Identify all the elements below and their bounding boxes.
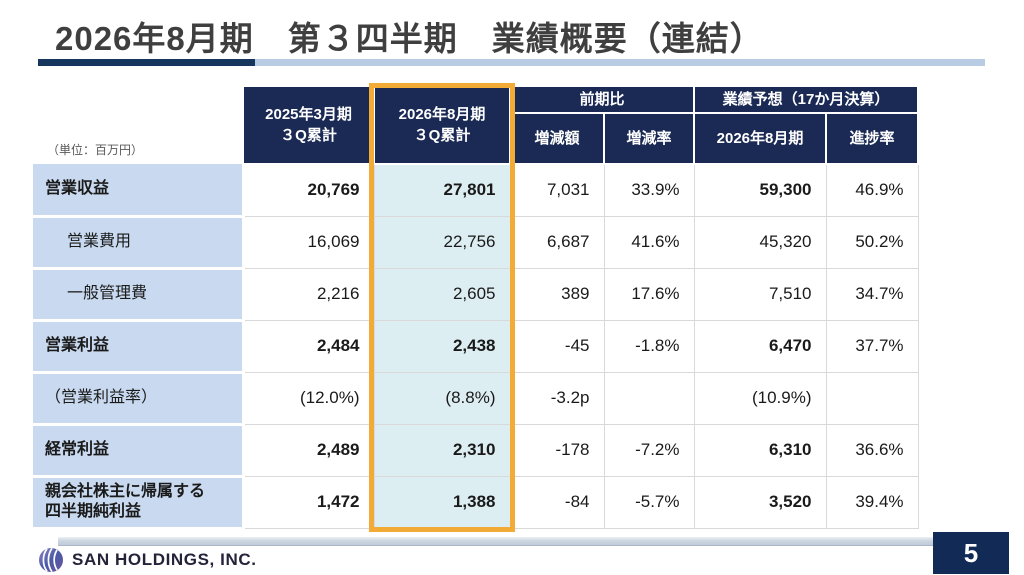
company-brand: SAN HOLDINGS, INC.: [38, 547, 257, 573]
value-cell: -3.2p: [510, 372, 605, 425]
table-row: 営業費用 16,069 22,756 6,687 41.6% 45,320 50.2%: [33, 216, 919, 270]
company-name: SAN HOLDINGS, INC.: [72, 550, 257, 569]
value-cell: 2,310: [374, 424, 511, 477]
value-cell: 6,310: [694, 424, 827, 477]
value-cell: 7,031: [510, 164, 605, 217]
table-row: 親会社株主に帰属する 四半期純利益 1,472 1,388 -84 -5.7% 3,520…: [33, 476, 919, 530]
table-row: 経常利益 2,489 2,310 -178 -7.2% 6,310 36.6%: [33, 424, 919, 478]
value-cell: 33.9%: [604, 164, 695, 217]
value-cell: 389: [510, 268, 605, 321]
value-cell: 17.6%: [604, 268, 695, 321]
value-cell: 2,216: [243, 268, 375, 321]
value-cell: 1,472: [243, 476, 375, 529]
value-cell: (12.0%): [243, 372, 375, 425]
col-header-progress-rate: 進捗率: [825, 112, 920, 165]
value-cell: 41.6%: [604, 216, 695, 269]
value-cell: 1,388: [374, 476, 511, 529]
value-cell: 22,756: [374, 216, 511, 269]
value-cell: 3,520: [694, 476, 827, 529]
col-header-yoy-rate: 増減率: [602, 112, 696, 165]
row-label: 営業利益: [33, 320, 245, 374]
value-cell: 37.7%: [826, 320, 919, 373]
value-cell: -178: [510, 424, 605, 477]
value-cell: (8.8%): [374, 372, 511, 425]
page-number: 5: [963, 537, 979, 568]
title-underline-light: [255, 59, 985, 66]
table-row: 営業利益 2,484 2,438 -45 -1.8% 6,470 37.7%: [33, 320, 919, 374]
value-cell: 34.7%: [826, 268, 919, 321]
value-cell: 6,687: [510, 216, 605, 269]
value-cell: 27,801: [374, 164, 511, 217]
col-header-forecast-group: 業績予想（17か月決算）: [693, 85, 920, 114]
value-cell: 45,320: [694, 216, 827, 269]
value-cell: 20,769: [243, 164, 375, 217]
row-label: 親会社株主に帰属する 四半期純利益: [33, 476, 245, 530]
value-cell: 46.9%: [826, 164, 919, 217]
col-header-forecast-period: 2026年8月期: [693, 112, 828, 165]
value-cell: [826, 372, 919, 425]
value-cell: 59,300: [694, 164, 827, 217]
value-cell: -1.8%: [604, 320, 695, 373]
value-cell: 2,438: [374, 320, 511, 373]
col-header-curr-period: 2026年8月期 ３Q累計: [373, 85, 511, 165]
value-cell: 2,484: [243, 320, 375, 373]
results-table: （単位：百万円） 2025年3月期 ３Q累計 2026年8月期 ３Q累計 前期比…: [33, 85, 920, 530]
row-label: 営業費用: [33, 216, 245, 270]
value-cell: -45: [510, 320, 605, 373]
value-cell: -5.7%: [604, 476, 695, 529]
col-header-prev-period: 2025年3月期 ３Q累計: [242, 85, 375, 165]
value-cell: 36.6%: [826, 424, 919, 477]
table-row: （営業利益率） (12.0%) (8.8%) -3.2p (10.9%): [33, 372, 919, 426]
row-label: 経常利益: [33, 424, 245, 478]
row-label: 一般管理費: [33, 268, 245, 322]
company-logo-icon: [38, 547, 64, 573]
col-header-yoy-group: 前期比: [508, 85, 696, 114]
value-cell: 2,605: [374, 268, 511, 321]
footer-bar: [58, 537, 948, 546]
value-cell: -84: [510, 476, 605, 529]
unit-label: （単位：百万円）: [47, 143, 144, 157]
value-cell: (10.9%): [694, 372, 827, 425]
col-header-yoy-amount: 増減額: [509, 112, 605, 165]
value-cell: 7,510: [694, 268, 827, 321]
value-cell: [604, 372, 695, 425]
value-cell: 16,069: [243, 216, 375, 269]
page-title: 2026年8月期 第３四半期 業績概要（連結）: [55, 20, 764, 57]
value-cell: 2,489: [243, 424, 375, 477]
row-label: （営業利益率）: [33, 372, 245, 426]
value-cell: 39.4%: [826, 476, 919, 529]
value-cell: -7.2%: [604, 424, 695, 477]
table-row: 営業収益 20,769 27,801 7,031 33.9% 59,300 46.9%: [33, 164, 919, 218]
title-underline-dark: [38, 59, 255, 66]
table-row: 一般管理費 2,216 2,605 389 17.6% 7,510 34.7%: [33, 268, 919, 322]
page-number-box: 5: [933, 532, 1009, 574]
results-table-body: 営業収益 20,769 27,801 7,031 33.9% 59,300 46.9% 営業費…: [33, 164, 919, 530]
results-table-header: （単位：百万円） 2025年3月期 ３Q累計 2026年8月期 ３Q累計 前期比…: [33, 85, 920, 165]
value-cell: 6,470: [694, 320, 827, 373]
value-cell: 50.2%: [826, 216, 919, 269]
row-label: 営業収益: [33, 164, 245, 218]
